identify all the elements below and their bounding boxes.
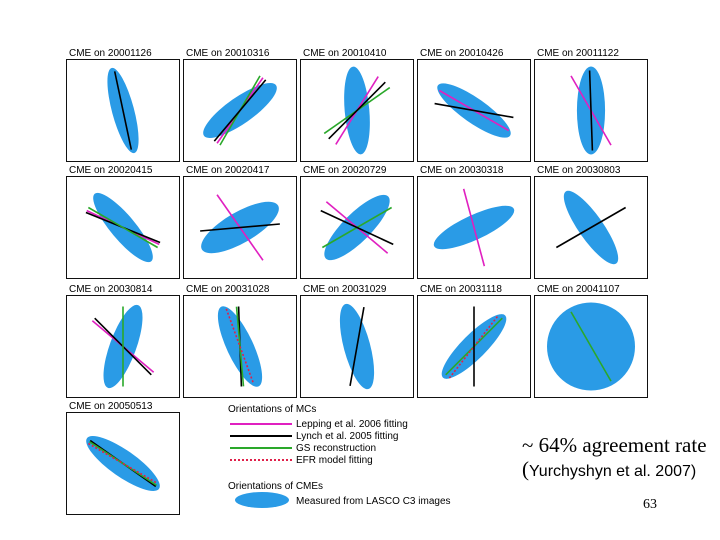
lynch-fit-line: [200, 223, 280, 232]
panel-title: CME on 20020417: [186, 165, 270, 176]
lynch-fit-line: [113, 71, 133, 150]
legend-mc-heading: Orientations of MCs: [228, 404, 316, 415]
legend-efr-label: EFR model fitting: [296, 455, 373, 466]
panel-frame: [183, 176, 297, 279]
legend-cme-heading: Orientations of CMEs: [228, 481, 323, 492]
legend: Orientations of MCs Lepping et al. 2006 f…: [228, 404, 451, 508]
panel-frame: [66, 59, 180, 162]
lynch-fit-line: [434, 102, 514, 119]
legend-cme-label: Measured from LASCO C3 images: [296, 496, 451, 507]
cme-panel: CME on 20030803: [534, 165, 648, 279]
cme-panel: CME on 20041107: [534, 284, 648, 398]
efr-fit-line: [225, 308, 255, 385]
cme-panel: CME on 20010316: [183, 48, 297, 162]
panel-title: CME on 20050513: [69, 401, 153, 412]
cme-panel: CME on 20020417: [183, 165, 297, 279]
panel-frame: [66, 295, 180, 398]
panel-title: CME on 20011122: [537, 48, 619, 59]
cme-panel: CME on 20030814: [66, 284, 180, 398]
cme-panel: CME on 20010410: [300, 48, 414, 162]
cme-panel: CME on 20001126: [66, 48, 180, 162]
gs-fit-line: [570, 311, 612, 382]
panel-title: CME on 20020415: [69, 165, 153, 176]
panel-frame: [534, 295, 648, 398]
panel-frame: [534, 176, 648, 279]
lynch-fit-line: [320, 209, 394, 246]
panel-title: CME on 20031028: [186, 284, 270, 295]
cme-panel: CME on 20050513: [66, 401, 180, 515]
panel-title: CME on 20010426: [420, 48, 504, 59]
panel-frame: [534, 59, 648, 162]
cme-panel: CME on 20010426: [417, 48, 531, 162]
panel-title: CME on 20010410: [303, 48, 387, 59]
panel-title: CME on 20030318: [420, 165, 504, 176]
panel-title: CME on 20020729: [303, 165, 387, 176]
cme-panel: CME on 20031029: [300, 284, 414, 398]
lynch-fit-line: [328, 81, 386, 140]
lynch-fit-line: [555, 206, 627, 249]
lynch-fit-line: [213, 79, 267, 142]
panel-title: CME on 20030803: [537, 165, 621, 176]
efr-fit-line: [87, 442, 159, 485]
panel-title: CME on 20030814: [69, 284, 153, 295]
panel-frame: [183, 295, 297, 398]
lynch-fit-line: [588, 70, 594, 151]
cme-panel: CME on 20020415: [66, 165, 180, 279]
lynch-fit-line: [349, 306, 365, 387]
panel-frame: [300, 59, 414, 162]
agreement-caption: ~ 64% agreement rate (Yurchyshyn et al. …: [522, 433, 712, 484]
panel-frame: [417, 176, 531, 279]
panel-title: CME on 20001126: [69, 48, 152, 59]
caption-citation: Yurchyshyn et al. 2007): [529, 463, 697, 480]
cme-panel: CME on 20020729: [300, 165, 414, 279]
page-number: 63: [643, 497, 657, 512]
legend-ellipse-swatch: [235, 492, 289, 508]
caption-main: ~ 64% agreement rate (: [522, 433, 707, 481]
lepping-fit-line: [462, 188, 486, 267]
panel-title: CME on 20031029: [303, 284, 387, 295]
panel-frame: [300, 176, 414, 279]
cme-panel: CME on 20011122: [534, 48, 648, 162]
cme-panel: CME on 20031118: [417, 284, 531, 398]
legend-lynch-label: Lynch et al. 2005 fitting: [296, 431, 398, 442]
legend-lepping-label: Lepping et al. 2006 fitting: [296, 419, 408, 430]
panel-frame: [66, 412, 180, 515]
cme-panel: CME on 20030318: [417, 165, 531, 279]
panel-frame: [417, 59, 531, 162]
panel-frame: [417, 295, 531, 398]
panel-frame: [66, 176, 180, 279]
panel-title: CME on 20031118: [420, 284, 502, 295]
gs-fit-line: [87, 206, 159, 249]
panel-title: CME on 20041107: [537, 284, 620, 295]
panel-title: CME on 20010316: [186, 48, 270, 59]
panel-frame: [300, 295, 414, 398]
cme-panel: CME on 20031028: [183, 284, 297, 398]
legend-gs-label: GS reconstruction: [296, 443, 376, 454]
panel-frame: [183, 59, 297, 162]
